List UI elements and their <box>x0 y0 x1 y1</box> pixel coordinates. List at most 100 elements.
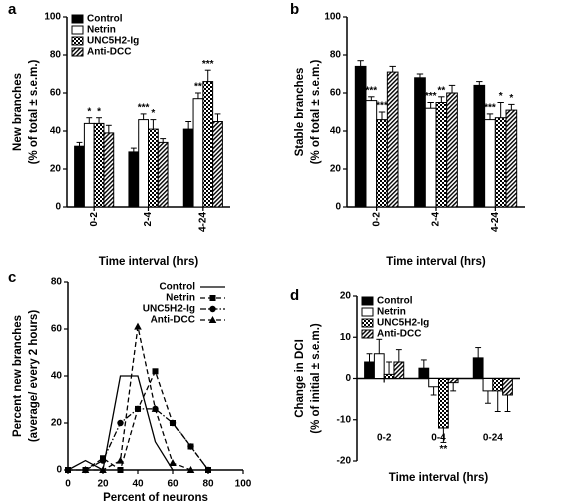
bar <box>202 81 214 208</box>
bar <box>484 119 496 208</box>
bar <box>138 119 150 208</box>
significance: * <box>151 108 155 119</box>
marker <box>204 466 212 474</box>
significance: ** <box>437 85 445 96</box>
bar <box>393 361 405 379</box>
y-axis-title: (average/ every 2 hours) <box>28 310 40 442</box>
bar <box>505 109 518 208</box>
y-tick-label: 80 <box>330 50 342 61</box>
bar <box>365 100 378 208</box>
y-axis-title: (% of total ± s.e.m.) <box>310 59 322 164</box>
legend-swatch <box>71 14 84 24</box>
marker <box>134 405 142 413</box>
bar <box>93 122 105 208</box>
panel-letter: c <box>8 269 16 286</box>
y-tick-label: 100 <box>44 12 61 23</box>
marker <box>65 467 71 473</box>
significance: *** <box>376 101 388 112</box>
marker <box>208 316 217 323</box>
line <box>85 408 209 471</box>
marker <box>116 456 125 464</box>
y-tick-label: -10 <box>337 414 352 425</box>
y-tick-label: 0 <box>335 202 341 213</box>
x-axis-title: Time interval (hrs) <box>386 256 486 268</box>
x-tick-label: 0-2 <box>89 212 100 227</box>
bar <box>103 132 115 208</box>
x-tick-label: 20 <box>97 479 109 490</box>
y-tick-label: 10 <box>340 332 352 343</box>
legend-label: Anti-DCC <box>151 315 195 326</box>
marker <box>151 404 160 412</box>
bar <box>373 353 385 379</box>
x-tick-label: 4-24 <box>197 212 208 232</box>
x-axis-title: Time interval (hrs) <box>99 256 199 268</box>
panel-letter: a <box>8 1 17 18</box>
legend-swatch <box>71 47 84 57</box>
marker <box>169 419 177 427</box>
marker <box>81 466 90 473</box>
legend-label: Anti-DCC <box>87 47 131 58</box>
x-tick-label: 0-2 <box>371 212 382 227</box>
x-tick-label: 2-4 <box>431 212 442 227</box>
bar <box>472 357 484 379</box>
y-tick-label: 20 <box>330 164 342 175</box>
bar <box>157 141 169 208</box>
bar <box>414 77 426 208</box>
x-tick-label: 0-4 <box>431 433 446 444</box>
legend-label: Anti-DCC <box>377 329 421 340</box>
y-tick-label: 60 <box>330 88 342 99</box>
significance: *** <box>138 103 150 114</box>
marker <box>152 368 159 375</box>
y-tick-label: 0 <box>55 202 61 213</box>
bar <box>435 102 448 208</box>
legend-swatch <box>361 296 374 306</box>
marker <box>186 466 195 473</box>
x-axis-title: Time interval (hrs) <box>389 472 489 484</box>
significance: * <box>499 91 503 102</box>
legend-label: Control <box>87 14 123 25</box>
significance: ** <box>194 82 202 93</box>
y-tick-label: -20 <box>337 456 352 467</box>
legend-label: Netrin <box>87 25 116 36</box>
x-tick-label: 0-24 <box>483 433 503 444</box>
significance: *** <box>425 91 437 102</box>
legend-label: Netrin <box>377 307 406 318</box>
y-tick-label: 20 <box>51 418 63 429</box>
bar <box>494 117 507 208</box>
marker <box>134 322 142 330</box>
bar <box>424 107 437 208</box>
legend-label: UNC5H2-Ig <box>87 36 139 47</box>
bar <box>364 361 375 379</box>
bar <box>386 71 399 208</box>
y-tick-label: 40 <box>51 371 63 382</box>
x-tick-label: 100 <box>235 479 252 490</box>
significance: * <box>97 106 101 117</box>
x-tick-label: 0 <box>65 479 71 490</box>
y-tick-label: 60 <box>51 324 63 335</box>
bar <box>502 378 513 396</box>
significance: *** <box>365 85 377 96</box>
marker <box>187 443 194 450</box>
legend-swatch <box>71 36 84 46</box>
x-tick-label: 80 <box>202 479 214 490</box>
panel-letter: d <box>290 287 299 304</box>
y-tick-label: 100 <box>324 12 341 23</box>
bar <box>447 378 459 384</box>
y-axis-title: Percent new branches <box>12 315 24 437</box>
line <box>67 375 174 471</box>
bar <box>473 84 486 208</box>
marker <box>99 457 107 464</box>
bar <box>192 98 204 208</box>
y-axis-title: (% of total ± s.e.m.) <box>28 59 40 164</box>
bar <box>74 145 85 208</box>
y-axis-title: New branches <box>12 73 24 151</box>
marker <box>117 419 124 427</box>
x-tick-label: 40 <box>132 479 144 490</box>
panel-letter: b <box>290 1 299 18</box>
significance: ** <box>439 444 447 455</box>
significance: *** <box>484 103 496 114</box>
bar <box>446 92 458 208</box>
legend-label: UNC5H2-Ig <box>143 304 195 315</box>
bar <box>354 65 367 208</box>
y-axis-title: Change in DCI <box>294 339 306 418</box>
